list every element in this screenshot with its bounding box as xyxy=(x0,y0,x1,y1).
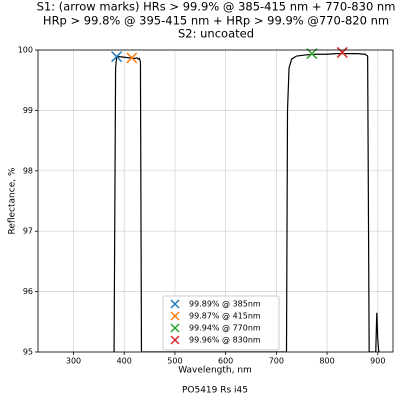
title-line: HRp > 99.8% @ 395-415 nm + HRp > 99.9% @… xyxy=(43,14,389,28)
title-line: S2: uncoated xyxy=(178,27,254,41)
y-axis-label: Reflectance, % xyxy=(8,167,18,234)
legend-label: 99.87% @ 415nm xyxy=(189,312,261,321)
x-marker xyxy=(170,299,180,309)
footer: PO5419 Rs i45 xyxy=(182,386,248,396)
x-marker xyxy=(170,323,180,333)
x-tick-label: 800 xyxy=(319,357,334,366)
x-marker xyxy=(126,52,138,64)
y-tick-label: 96 xyxy=(23,287,33,296)
x-tick-label: 500 xyxy=(167,357,182,366)
x-marker xyxy=(111,51,123,63)
legend-label: 99.96% @ 830nm xyxy=(189,336,261,345)
x-tick-label: 900 xyxy=(370,357,385,366)
y-tick-label: 100 xyxy=(18,46,33,55)
y-tick-label: 97 xyxy=(23,227,33,236)
x-marker xyxy=(170,335,180,345)
y-tick-label: 98 xyxy=(23,166,33,175)
y-tick-label: 99 xyxy=(23,106,33,115)
legend-label: 99.89% @ 385nm xyxy=(189,300,261,309)
x-tick-label: 300 xyxy=(66,357,81,366)
legend-label: 99.94% @ 770nm xyxy=(189,324,261,333)
x-marker xyxy=(336,46,348,58)
y-tick-label: 95 xyxy=(23,348,33,357)
legend-box xyxy=(162,295,280,351)
x-tick-label: 600 xyxy=(218,357,233,366)
curve xyxy=(113,53,380,352)
x-marker xyxy=(170,311,180,321)
x-axis-label: Wavelength, nm xyxy=(178,366,252,376)
axes-frame xyxy=(37,49,394,353)
x-tick-label: 400 xyxy=(117,357,132,366)
x-tick-label: 700 xyxy=(269,357,284,366)
title-line: S1: (arrow marks) HRs > 99.9% @ 385-415 … xyxy=(37,0,396,14)
